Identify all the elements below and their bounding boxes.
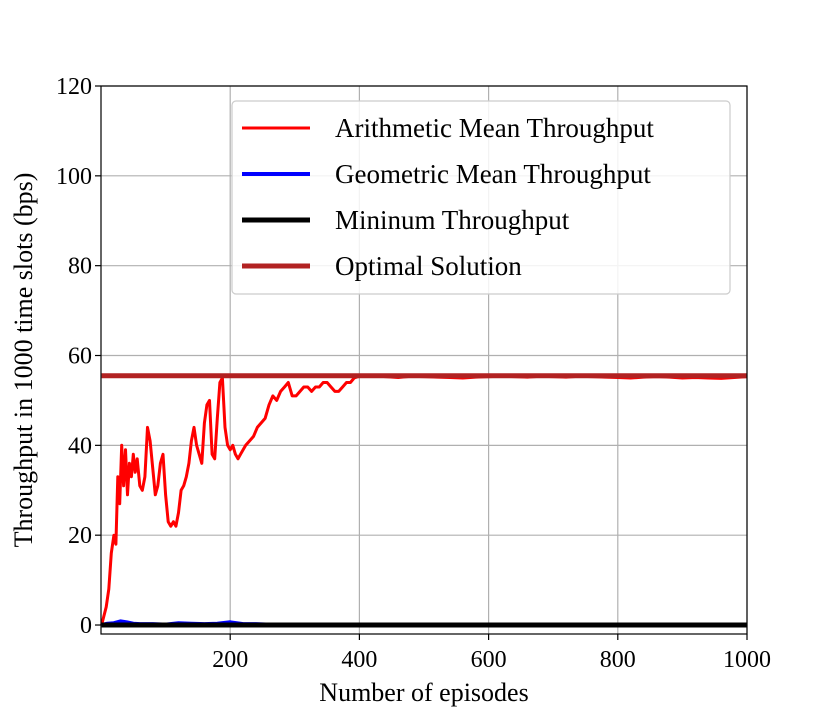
y-tick-label: 100 bbox=[56, 164, 92, 190]
series-line-0 bbox=[100, 374, 748, 626]
x-tick-label: 600 bbox=[471, 647, 507, 673]
y-tick-label: 20 bbox=[68, 523, 92, 549]
x-tick-label: 200 bbox=[212, 647, 248, 673]
x-tick-label: 1000 bbox=[723, 647, 771, 673]
y-tick-label: 0 bbox=[80, 613, 92, 639]
x-tick-label: 800 bbox=[600, 647, 636, 673]
series-layer bbox=[100, 373, 748, 628]
legend-label: Mininum Throughput bbox=[335, 205, 570, 235]
x-tick-label: 400 bbox=[341, 647, 377, 673]
x-axis-label: Number of episodes bbox=[319, 678, 528, 707]
y-tick-label: 40 bbox=[68, 433, 92, 459]
y-ticks: 0 20 40 60 80 100 120 bbox=[56, 74, 101, 639]
y-tick-label: 60 bbox=[68, 344, 92, 370]
y-tick-label: 120 bbox=[56, 74, 92, 100]
legend-label: Arithmetic Mean Throughput bbox=[335, 113, 654, 143]
y-tick-label: 80 bbox=[68, 254, 92, 280]
plot-frame bbox=[100, 85, 748, 635]
y-axis-label: Throughput in 1000 time slots (bps) bbox=[9, 173, 38, 548]
legend-box bbox=[231, 100, 731, 295]
legend: Arithmetic Mean Throughput Geometric Mean… bbox=[231, 100, 731, 295]
x-ticks: 200 400 600 800 1000 bbox=[212, 634, 771, 673]
legend-label: Geometric Mean Throughput bbox=[335, 159, 651, 189]
legend-label: Optimal Solution bbox=[335, 251, 522, 281]
